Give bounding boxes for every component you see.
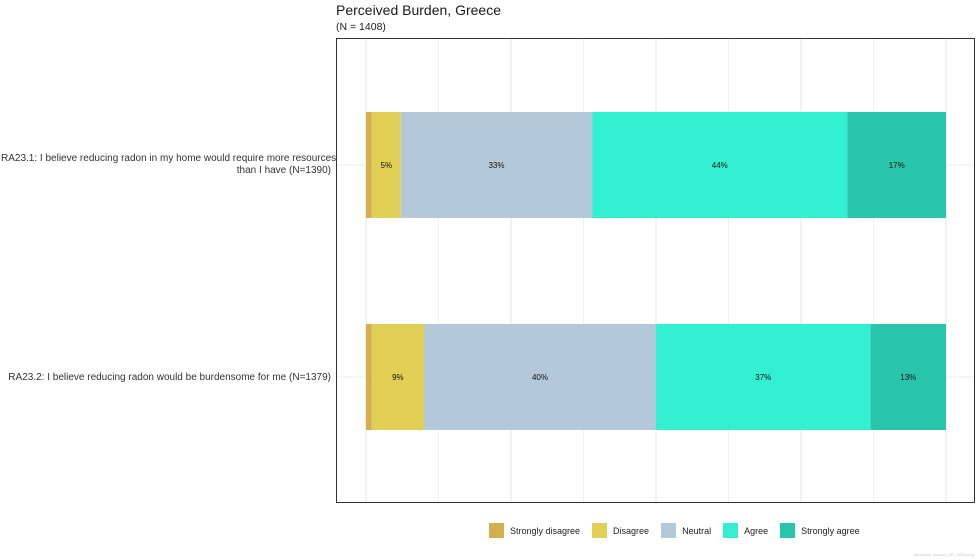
data-label: 9% bbox=[392, 373, 404, 382]
data-label: 44% bbox=[712, 161, 728, 170]
legend-swatch bbox=[592, 523, 608, 538]
legend-item-strongly-agree: Strongly agree bbox=[780, 523, 860, 538]
category-label-ra23-2: RA23.2: I believe reducing radon would b… bbox=[1, 372, 331, 384]
data-label: 5% bbox=[381, 161, 393, 170]
data-label: 37% bbox=[755, 373, 771, 382]
stacked-bar-chart: 5% 33% 44% 17% 9% 40% 37% 13% bbox=[336, 38, 975, 503]
legend-item-neutral: Neutral bbox=[661, 523, 711, 538]
bar-segment-strongly-agree bbox=[847, 112, 946, 218]
legend-item-agree: Agree bbox=[723, 523, 768, 538]
bar-segment-agree bbox=[656, 324, 871, 430]
bar-segment-disagree bbox=[371, 112, 401, 218]
bars: 5% 33% 44% 17% 9% 40% 37% 13% bbox=[366, 112, 946, 430]
legend-item-strongly-disagree: Strongly disagree bbox=[489, 523, 580, 538]
category-label-line: than I have (N=1390) bbox=[236, 165, 331, 176]
data-label: 33% bbox=[488, 161, 504, 170]
bar-segment-disagree bbox=[371, 324, 424, 430]
legend-label: Agree bbox=[744, 525, 769, 536]
bar-segment-agree bbox=[592, 112, 848, 218]
bar-segment-neutral bbox=[400, 112, 593, 218]
bar-segment-neutral bbox=[424, 324, 656, 430]
data-label: 17% bbox=[889, 161, 905, 170]
legend-swatch bbox=[780, 523, 796, 538]
bar-segment-strongly-disagree bbox=[366, 324, 372, 430]
watermark-text: perceived_burden_GR_RA23.png bbox=[913, 552, 974, 557]
data-label: 13% bbox=[900, 373, 916, 382]
legend-swatch bbox=[489, 523, 504, 538]
chart-subtitle: (N = 1408) bbox=[336, 21, 386, 33]
legend-label: Disagree bbox=[613, 525, 650, 536]
legend: Strongly disagree Disagree Neutral Agree… bbox=[489, 523, 872, 538]
legend-item-disagree: Disagree bbox=[592, 523, 649, 538]
legend-label: Strongly disagree bbox=[510, 525, 581, 536]
legend-label: Strongly agree bbox=[801, 525, 860, 536]
data-label: 40% bbox=[532, 373, 548, 382]
category-label-line: RA23.2: I believe reducing radon would b… bbox=[8, 372, 331, 383]
category-label-ra23-1: RA23.1: I believe reducing radon in my h… bbox=[1, 153, 337, 177]
chart-title: Perceived Burden, Greece bbox=[336, 2, 501, 18]
category-label-line: RA23.1: I believe reducing radon in my h… bbox=[1, 153, 337, 164]
bar-segment-strongly-agree bbox=[870, 324, 946, 430]
legend-swatch bbox=[661, 523, 677, 538]
legend-label: Neutral bbox=[682, 525, 712, 536]
legend-swatch bbox=[723, 523, 739, 538]
bar-segment-strongly-disagree bbox=[366, 112, 372, 218]
